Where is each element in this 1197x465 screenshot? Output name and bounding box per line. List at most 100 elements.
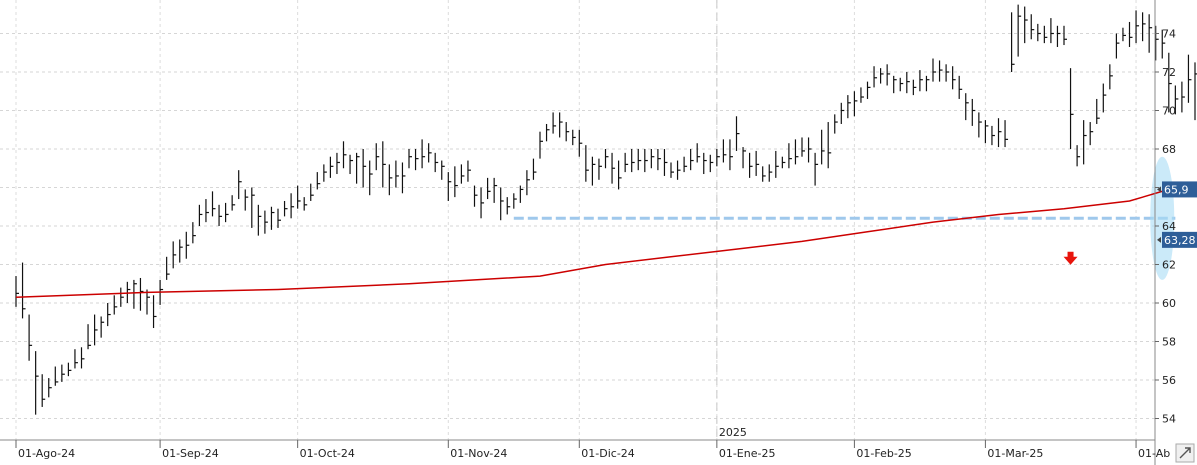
x-tick-label: 01-Feb-25 <box>856 447 911 460</box>
price-bar <box>21 262 26 319</box>
down-arrow-icon <box>1063 251 1078 265</box>
price-bar <box>709 154 714 173</box>
price-bar <box>441 160 445 180</box>
price-bar <box>676 160 681 180</box>
price-bar <box>519 185 524 203</box>
price-bar <box>113 295 118 315</box>
price-bar <box>480 187 485 219</box>
price-bar <box>362 149 367 188</box>
price-bar <box>48 378 52 398</box>
price-bar <box>1181 81 1185 113</box>
price-bar <box>388 164 393 196</box>
price-bar <box>179 239 183 263</box>
price-bar <box>401 162 406 194</box>
price-bar <box>244 189 249 211</box>
price-bar <box>211 191 216 217</box>
price-bar <box>853 91 858 117</box>
x-tick-label: 01-Oct-24 <box>300 447 355 460</box>
price-bar <box>1155 25 1159 61</box>
price-badge-pointer <box>1157 186 1161 193</box>
price-bar <box>912 79 917 96</box>
price-bar <box>722 139 727 163</box>
y-tick-label: 60 <box>1162 297 1176 310</box>
y-tick-label: 64 <box>1162 220 1176 233</box>
price-bar <box>100 316 105 338</box>
y-tick-label: 68 <box>1162 143 1176 156</box>
price-bar <box>591 156 596 186</box>
price-bar <box>637 149 642 171</box>
price-badge-box <box>1162 181 1197 198</box>
price-bar <box>1102 83 1107 113</box>
price-bar <box>735 116 740 151</box>
price-bar <box>807 137 812 163</box>
expand-icon <box>1179 447 1191 459</box>
price-bar <box>1187 54 1192 103</box>
price-badge-label: 65,9 <box>1164 183 1189 196</box>
price-bar <box>827 122 832 169</box>
price-bar <box>991 125 995 146</box>
price-bar <box>133 279 137 309</box>
price-bar <box>421 139 426 169</box>
price-bars <box>15 4 1197 415</box>
price-bar <box>1043 25 1048 44</box>
y-tick-label: 58 <box>1162 336 1176 349</box>
y-tick-label: 56 <box>1162 374 1176 387</box>
price-badges: 65,9 63,28 <box>1157 181 1197 248</box>
price-badge: 65,9 <box>1157 181 1197 198</box>
price-bar <box>1004 120 1009 148</box>
price-bar <box>703 152 707 175</box>
price-bar <box>54 366 59 386</box>
moving-average-line <box>15 188 1170 298</box>
price-bar <box>139 277 144 311</box>
price-bar <box>552 112 557 134</box>
price-bar <box>414 149 419 171</box>
scroll-button[interactable] <box>1175 443 1195 463</box>
price-bar <box>631 149 635 173</box>
price-bar <box>277 208 281 228</box>
price-bar <box>500 187 504 221</box>
price-bar <box>755 150 760 176</box>
y-tick-label: 70 <box>1162 105 1176 118</box>
year-label: 2025 <box>719 426 747 439</box>
price-bar <box>1063 25 1067 46</box>
price-bar <box>251 187 255 228</box>
price-bar <box>1037 23 1041 42</box>
price-bar <box>1096 98 1100 124</box>
price-bar <box>781 156 786 169</box>
price-bar <box>775 150 779 178</box>
price-badge-pointer <box>1157 236 1161 243</box>
price-bar <box>1076 145 1081 167</box>
price-bar <box>493 177 498 203</box>
price-badge-label: 63,28 <box>1164 234 1196 247</box>
price-bar <box>80 347 85 369</box>
price-bar <box>965 93 969 121</box>
price-bar <box>395 160 399 188</box>
price-bar <box>316 172 321 190</box>
price-bar <box>1010 12 1015 72</box>
price-bar <box>408 149 412 169</box>
price-bar <box>866 81 871 99</box>
price-bar <box>611 152 616 184</box>
price-bar <box>899 77 904 92</box>
price-bar <box>604 149 609 169</box>
price-bar <box>978 112 982 138</box>
x-tick-label: 01-Ago-24 <box>18 447 75 460</box>
price-bar <box>1128 21 1133 47</box>
price-bar <box>1017 4 1022 57</box>
price-bar <box>768 164 773 182</box>
price-bar <box>532 158 537 180</box>
price-bar <box>886 64 891 86</box>
price-bar <box>270 206 275 230</box>
price-bar <box>840 102 845 124</box>
price-bar <box>742 147 747 169</box>
price-bar <box>873 66 878 88</box>
price-bar <box>794 139 799 165</box>
price-bar <box>1174 85 1179 115</box>
price-bar <box>729 139 733 171</box>
price-bar <box>447 172 452 201</box>
price-bar <box>945 64 950 82</box>
price-bar <box>356 152 360 184</box>
x-tick-label: 01-Mar-25 <box>987 447 1043 460</box>
price-bar <box>1135 10 1140 44</box>
